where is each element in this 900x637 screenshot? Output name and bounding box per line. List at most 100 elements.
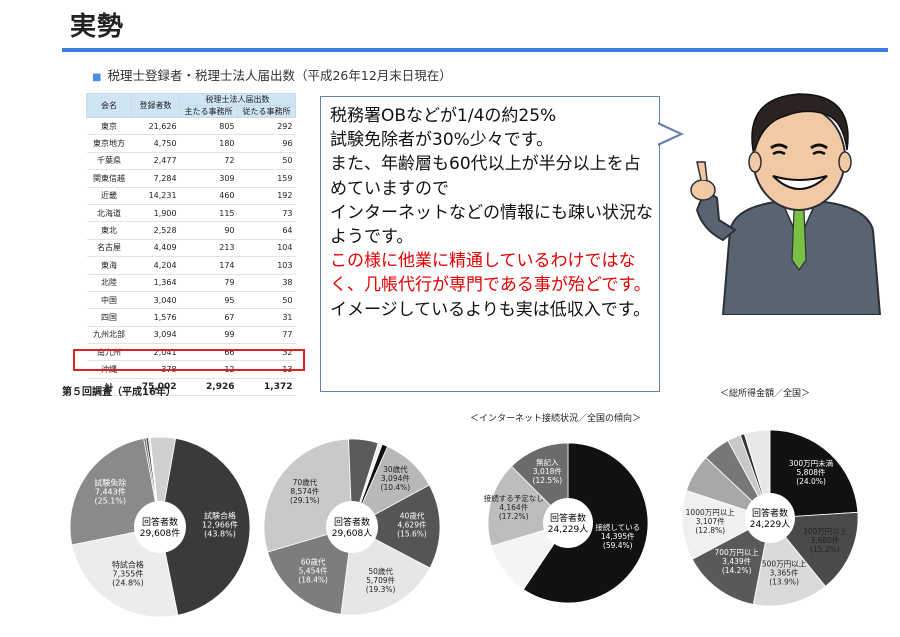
slice-label: 試験合格 12,966件(43.8%) <box>202 510 238 538</box>
speech-bubble <box>320 96 660 392</box>
value-cell: 99 <box>179 326 238 345</box>
value-cell: 31 <box>237 308 296 327</box>
region-cell: 千葉県 <box>86 152 132 171</box>
value-cell: 72 <box>179 152 238 171</box>
region-cell: 北海道 <box>86 204 132 223</box>
bubble-line: また、年齢層も60代以上が半分以上を占めていますので <box>330 154 641 199</box>
pie-chart-age: 30歳代 3,094件(10.4%) 40歳代 4,629件(15.6%)50歳代 5,… <box>263 438 441 616</box>
table-row: 北海道 1,900 115 73 <box>86 204 296 223</box>
pie-slice <box>267 526 353 615</box>
registration-table: 会名 登録者数 税理士法人届出数 主たる事務所 従たる事務所 東京 21,626 8… <box>86 93 296 397</box>
slice-label: 300万円未満 5,808件(24.0%) <box>789 458 834 486</box>
pie-center-label: 回答者数 29,608人 <box>332 516 373 539</box>
col-header-main: 主たる事務所 <box>179 105 239 118</box>
col-header-region: 会名 <box>86 93 132 118</box>
table-row: 北陸 1,364 79 38 <box>86 274 296 292</box>
slice-label: 60歳代 5,454件(18.4%) <box>298 557 328 585</box>
pie-center <box>745 493 795 543</box>
chart3-caption: ＜インターネット接続状況／全国の傾向＞ <box>470 414 642 424</box>
region-cell: 北陸 <box>86 274 132 292</box>
region-cell: 近畿 <box>86 187 132 205</box>
slice-label: 40歳代 4,629件(15.6%) <box>397 511 427 539</box>
value-cell: 77 <box>237 326 296 345</box>
region-cell: 名古屋 <box>86 239 132 258</box>
pie-slice <box>351 484 441 569</box>
value-cell: 95 <box>179 291 238 310</box>
table-row: 東北 2,528 90 64 <box>86 221 296 240</box>
region-cell: 南九州 <box>86 343 132 362</box>
table-heading: ■ 税理士登録者・税理士法人届出数（平成26年12月末日現在） <box>92 65 452 84</box>
slice-label: 無記入 3,018件(12.5%) <box>533 457 563 485</box>
col-header-sub: 従たる事務所 <box>237 105 296 118</box>
pie-slice <box>149 436 177 528</box>
page-title: 実勢 <box>70 12 125 42</box>
value-cell: 1,900 <box>131 204 180 223</box>
region-cell: 九州北部 <box>86 326 132 345</box>
pie-slice <box>691 517 771 605</box>
pie-slice <box>681 489 772 560</box>
value-cell: 96 <box>237 134 296 153</box>
value-cell: 38 <box>237 274 296 292</box>
slice-label: 500万円以上 3,365件(13.9%) <box>762 559 807 586</box>
table-row: 東京地方 4,750 180 96 <box>86 134 296 153</box>
region-cell: 関東信越 <box>86 169 132 188</box>
pie-slice <box>769 429 859 519</box>
bubble-line: インターネットなどの情報にも疎い状況なようです。 <box>330 202 653 248</box>
slice-label: 300万円以上 3,680件(15.2%) <box>803 527 848 554</box>
value-cell: 7,284 <box>131 169 180 188</box>
value-cell: 103 <box>237 256 296 275</box>
bubble-line: 税務署OBなどが1/4の約25% <box>330 106 557 126</box>
value-cell: 32 <box>237 343 296 362</box>
value-cell: 4,409 <box>131 239 180 258</box>
table-total-row: 計 75,002 2,926 1,372 <box>86 378 296 397</box>
value-cell: 50 <box>237 152 296 171</box>
table-heading-text: 税理士登録者・税理士法人届出数（平成26年12月末日現在） <box>107 68 452 83</box>
pie-center <box>326 501 378 553</box>
table-row: 中国 3,040 95 50 <box>86 291 296 310</box>
value-cell: 192 <box>237 187 296 205</box>
speech-bubble-text: 税務署OBなどが1/4の約25% 試験免除者が30%少々です。 また、年齢層も6… <box>330 104 655 322</box>
col-header-registered: 登録者数 <box>130 93 181 118</box>
region-cell: 四国 <box>86 308 132 327</box>
value-cell: 2,926 <box>179 378 238 397</box>
table-row: 南九州 2,041 66 32 <box>86 343 296 362</box>
pie-center <box>543 498 593 548</box>
pie-slice <box>159 437 251 616</box>
value-cell: 309 <box>179 169 238 188</box>
value-cell: 14,231 <box>131 187 180 205</box>
value-cell: 3,040 <box>131 291 180 310</box>
total-highlight-box <box>73 349 305 371</box>
region-cell: 中国 <box>86 291 132 310</box>
table-row: 東京 21,626 805 292 <box>86 117 296 136</box>
value-cell: 213 <box>179 239 238 258</box>
table-row: 四国 1,576 67 31 <box>86 308 296 327</box>
value-cell: 4,204 <box>131 256 180 275</box>
value-cell: 75,002 <box>131 378 180 397</box>
value-cell: 3,094 <box>131 326 180 345</box>
col-header-corp: 税理士法人届出数 <box>179 93 296 106</box>
table-row: 関東信越 7,284 309 159 <box>86 169 296 188</box>
value-cell: 1,364 <box>131 274 180 292</box>
title-underline <box>62 48 888 52</box>
value-cell: 4,750 <box>131 134 180 153</box>
value-cell: 2,041 <box>131 343 180 362</box>
value-cell: 115 <box>179 204 238 223</box>
table-row: 東海 4,204 174 103 <box>86 256 296 275</box>
slice-label: 1000万円以上 3,107件(12.8%) <box>686 508 736 535</box>
value-cell: 805 <box>179 117 238 136</box>
pie-center <box>134 501 186 553</box>
value-cell: 90 <box>179 221 238 240</box>
table-row: 九州北部 3,094 99 77 <box>86 326 296 345</box>
bubble-line-highlight: この様に他業に精通しているわけではなく、几帳代行が専門である事が殆どです。 <box>330 251 651 296</box>
pie-chart-internet: 接続している 14,395件(59.4%) 接続する予定なし 4,164件(17.2%… <box>484 442 649 604</box>
value-cell: 460 <box>179 187 238 205</box>
value-cell: 67 <box>179 308 238 327</box>
slice-label: 50歳代 5,709件(19.3%) <box>366 566 396 594</box>
slice-label: 特試合格 7,355件(24.8%) <box>112 559 144 587</box>
pie-chart-qualification: 試験合格 12,966件(43.8%) 特試合格 7,355件(24.8%) 試験免除 7… <box>69 436 251 618</box>
region-cell: 東北 <box>86 221 132 240</box>
pie-center-label: 回答者数 24,229人 <box>548 512 589 535</box>
value-cell: 21,626 <box>131 117 180 136</box>
value-cell: 1,372 <box>237 378 296 397</box>
pie-chart-income: 300万円未満 5,808件(24.0%) 300万円以上 3,680件(15.2%)… <box>681 429 859 607</box>
